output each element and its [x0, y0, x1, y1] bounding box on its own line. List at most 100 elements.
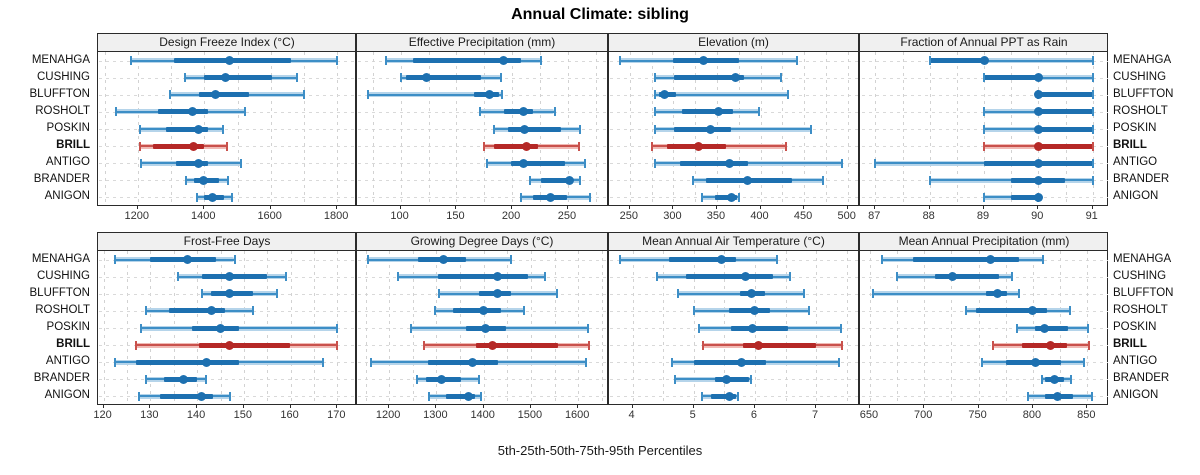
site-label-left: BLUFFTON: [29, 87, 91, 100]
site-label-left: MENAHGA: [31, 252, 90, 265]
iqr-bar: [507, 126, 562, 132]
whisker-cap-low: [928, 56, 931, 66]
whisker-cap-high: [244, 107, 247, 117]
iqr-bar: [159, 393, 214, 399]
whisker-cap-high: [252, 306, 255, 316]
whisker-cap-high: [1091, 158, 1094, 168]
x-tick-mark: [269, 205, 271, 209]
x-tick-mark: [753, 404, 755, 408]
iqr-bar: [685, 274, 773, 280]
iqr-bar: [693, 359, 766, 365]
x-tick-label: 170: [327, 409, 346, 421]
whisker-cap-high: [1083, 357, 1085, 367]
whisker-cap-low: [964, 306, 967, 316]
whisker-cap-low: [399, 73, 402, 83]
site-label-left: BRILL: [56, 139, 90, 152]
median-dot: [199, 175, 209, 185]
x-tick-label: 1800: [323, 210, 349, 222]
whisker-cap-high: [808, 306, 811, 316]
iqr-bar: [406, 75, 481, 81]
x-tick-label: 100: [390, 210, 409, 222]
iqr-bar: [199, 92, 250, 98]
median-dot: [211, 90, 221, 100]
whisker-cap-high: [509, 255, 512, 265]
iqr-bar: [674, 126, 731, 132]
whisker-cap-high: [840, 340, 843, 350]
whisker-cap-low: [483, 141, 486, 151]
percentile-range-line: [984, 196, 1039, 199]
grid-line-h: [99, 77, 1108, 79]
x-tick-label: 160: [280, 409, 299, 421]
x-tick-mark: [977, 404, 979, 408]
whisker-cap-low: [619, 56, 622, 66]
grid-line-v: [924, 251, 926, 405]
iqr-bar: [1038, 126, 1093, 132]
site-label-right: BLUFFTON: [1113, 87, 1174, 100]
panel-separator: [355, 233, 357, 405]
panel-header-strip: [98, 233, 1107, 251]
site-label-right: POSKIN: [1113, 122, 1157, 134]
grid-line-v: [693, 251, 695, 405]
whisker-cap-high: [1091, 107, 1094, 117]
median-dot: [948, 272, 957, 282]
whisker-cap-low: [140, 323, 142, 333]
whisker-cap-high: [336, 323, 339, 333]
grid-line-h: [99, 276, 1108, 278]
median-dot: [436, 374, 446, 384]
median-dot: [716, 255, 726, 265]
whisker-cap-high: [477, 374, 480, 384]
whisker-cap-high: [544, 272, 547, 282]
x-tick-mark: [289, 404, 291, 408]
whisker-cap-high: [1017, 289, 1020, 299]
grid-line-h: [99, 293, 1108, 295]
site-label-left: MENAHGA: [31, 53, 90, 66]
median-dot: [714, 107, 724, 117]
grid-line-v: [601, 251, 603, 405]
site-label-left: CUSHING: [36, 269, 90, 282]
x-tick-mark: [399, 205, 401, 209]
site-label-right: ANIGON: [1113, 190, 1159, 203]
x-tick-mark: [566, 205, 568, 209]
whisker-cap-low: [528, 175, 531, 185]
x-tick-label: 87: [868, 210, 881, 222]
grid-line-v: [663, 251, 665, 405]
panel-header-strip: [98, 34, 1107, 52]
median-dot: [421, 73, 431, 83]
percentile-range-line: [368, 93, 503, 96]
whisker-cap-low: [416, 374, 418, 384]
x-tick-mark: [628, 205, 630, 209]
percentile-range-line: [875, 162, 1093, 165]
iqr-bar: [452, 308, 501, 314]
median-dot: [1045, 340, 1055, 350]
whisker-cap-low: [135, 340, 138, 350]
median-dot: [518, 158, 528, 168]
grid-line-h: [99, 396, 1108, 398]
x-tick-mark: [482, 404, 484, 408]
x-tick-mark: [149, 404, 151, 408]
x-tick-label: 150: [233, 409, 252, 421]
whisker-cap-low: [137, 391, 140, 401]
whisker-cap-low: [1040, 374, 1043, 384]
grid-line-v: [897, 251, 898, 405]
chart-title: Annual Climate: sibling: [511, 6, 689, 23]
iqr-bar: [728, 308, 770, 314]
whisker-cap-high: [787, 90, 790, 100]
site-label-right: BRILL: [1113, 139, 1147, 152]
whisker-cap-high: [1091, 73, 1094, 83]
x-tick-mark: [1037, 205, 1039, 209]
site-label-left: CUSHING: [36, 70, 90, 83]
grid-line-v: [929, 52, 931, 206]
whisker-cap-low: [983, 107, 985, 117]
median-dot: [183, 255, 193, 265]
site-label-right: BRILL: [1113, 338, 1147, 351]
median-dot: [201, 357, 211, 367]
grid-line-h: [99, 94, 1108, 96]
median-dot: [721, 374, 731, 384]
iqr-bar: [412, 58, 522, 64]
x-tick-label: 500: [837, 210, 856, 222]
site-label-right: CUSHING: [1113, 70, 1167, 83]
whisker-cap-high: [810, 124, 813, 134]
panel-title-frost-free-days: Frost-Free Days: [183, 234, 271, 248]
iqr-bar: [157, 109, 208, 115]
